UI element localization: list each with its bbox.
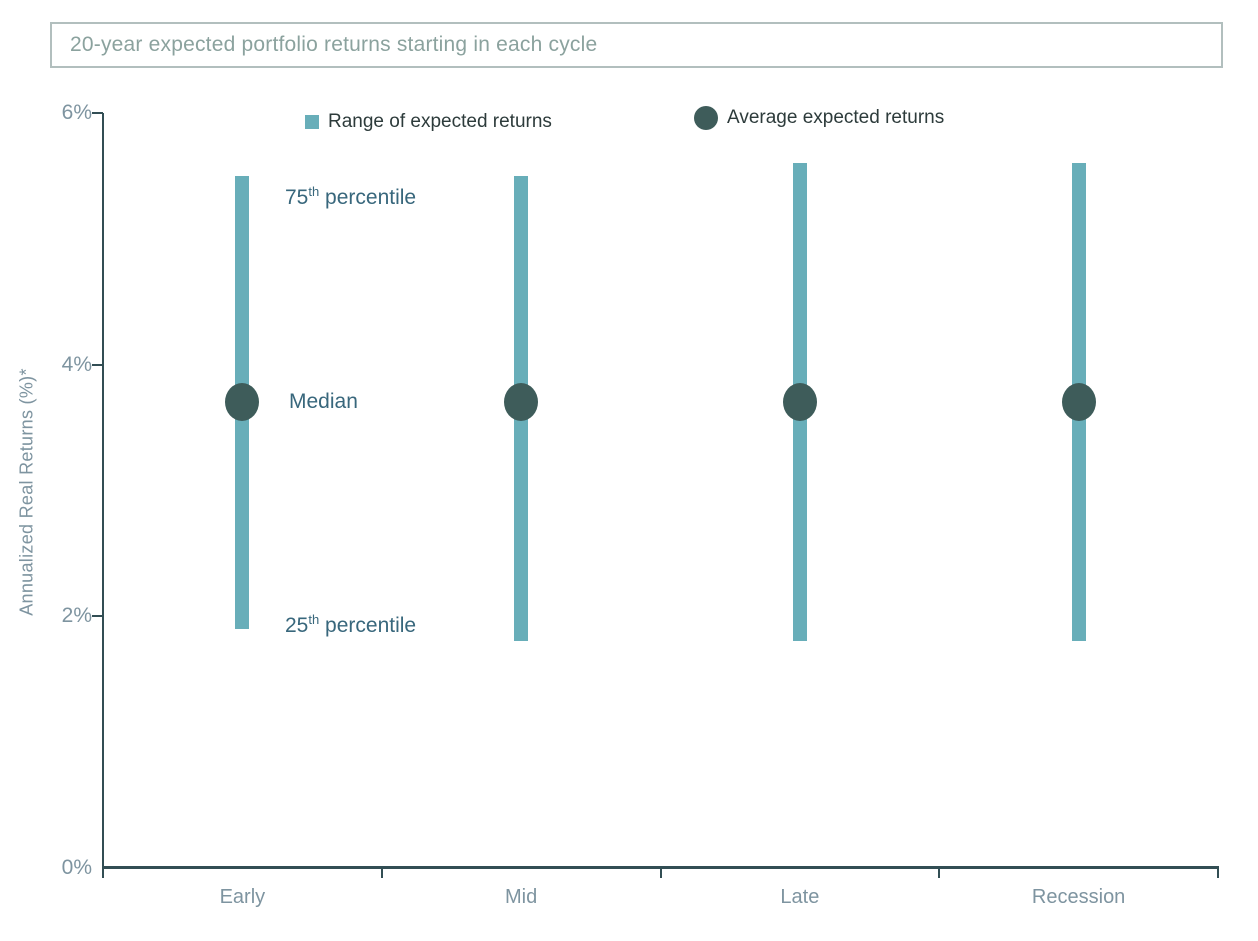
y-tick-label-6%: 6% <box>61 101 92 124</box>
annotation-75th-percentile: 75th percentile <box>285 179 416 211</box>
y-axis-title: Annualized Real Returns (%)* <box>16 368 37 616</box>
x-tick-1 <box>380 868 383 878</box>
average-dot-early <box>225 383 260 422</box>
average-dot-late <box>782 383 817 422</box>
chart-title-box: 20-year expected portfolio returns start… <box>50 22 1223 68</box>
average-dot-mid <box>504 383 539 422</box>
y-tick-label-2%: 2% <box>61 604 92 628</box>
annotation-25th-percentile: 25th percentile <box>285 607 416 639</box>
x-tick-0 <box>102 868 104 878</box>
x-tick-3 <box>938 868 941 878</box>
x-axis-label-late: Late <box>780 886 820 908</box>
chart-title: 20-year expected portfolio returns start… <box>70 33 598 56</box>
annotation-25th-sup: th <box>308 612 320 627</box>
annotation-75th-rest: percentile <box>319 186 417 209</box>
legend-item-range: Range of expected returns <box>305 111 552 133</box>
annotation-25th-rest: percentile <box>319 614 417 637</box>
annotation-median: Median <box>289 390 358 413</box>
x-axis-line <box>102 866 1219 869</box>
x-axis-label-early: Early <box>219 886 266 908</box>
y-axis-line <box>102 113 104 868</box>
y-tick-label-0%: 0% <box>61 856 92 879</box>
x-tick-4 <box>1217 868 1219 878</box>
annotation-75th-sup: th <box>308 184 320 199</box>
legend-label-average: Average expected returns <box>727 107 945 128</box>
x-tick-2 <box>659 868 662 878</box>
range-swatch-icon <box>305 115 319 129</box>
y-tick-4% <box>92 363 103 366</box>
average-dot-recession <box>1061 383 1096 422</box>
y-tick-6% <box>92 112 103 114</box>
annotation-75th-number: 75 <box>285 186 309 209</box>
y-tick-2% <box>92 615 103 618</box>
annotation-25th-number: 25 <box>285 614 309 637</box>
x-axis-label-mid: Mid <box>505 886 538 908</box>
legend-item-average: Average expected returns <box>694 106 944 130</box>
y-tick-label-4%: 4% <box>61 352 92 376</box>
average-swatch-icon <box>694 106 718 130</box>
legend-label-range: Range of expected returns <box>328 111 552 132</box>
x-axis-label-recession: Recession <box>1031 886 1126 908</box>
